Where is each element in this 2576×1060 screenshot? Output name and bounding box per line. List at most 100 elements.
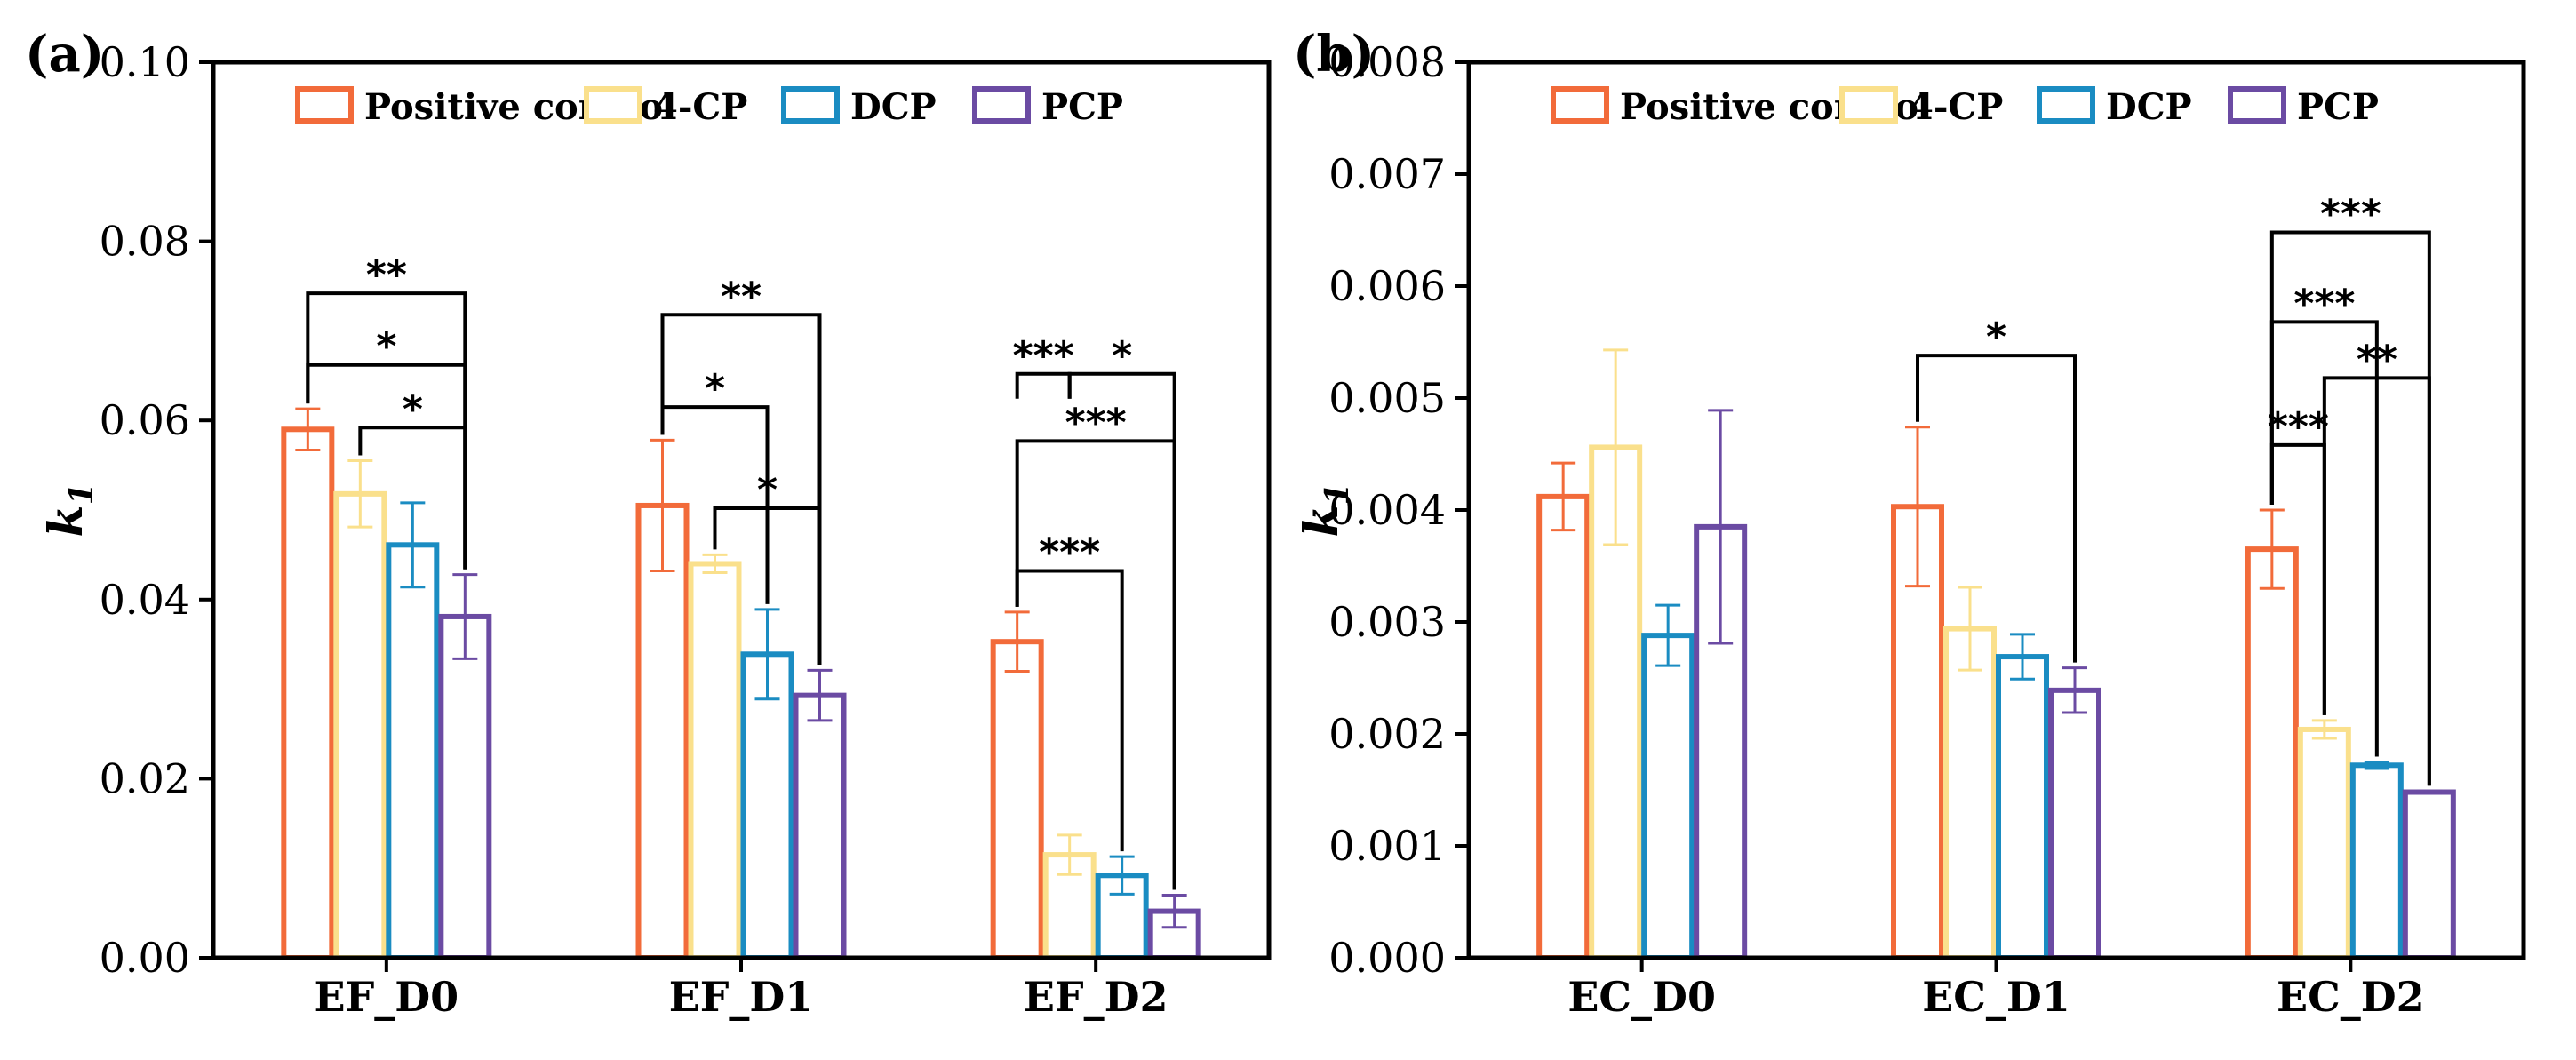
significance-stars: * [705, 366, 725, 411]
bar [1996, 654, 2049, 960]
bar [438, 613, 492, 961]
bar [386, 542, 440, 960]
y-tick-label: 0.005 [1328, 374, 1446, 422]
significance-stars: *** [1013, 333, 1074, 379]
significance-bracket: *** [2269, 281, 2379, 757]
y-axis-label: k1 [39, 482, 100, 537]
x-tick-label: EF_D2 [1024, 973, 1168, 1021]
y-tick-label: 0.000 [1328, 934, 1446, 982]
panel-label: (b) [1293, 25, 1375, 84]
legend-label: DCP [2106, 86, 2192, 128]
bar [281, 426, 335, 960]
x-tick-label: EC_D2 [2277, 973, 2425, 1021]
significance-stars: *** [2320, 192, 2381, 237]
y-tick-label: 0.007 [1328, 150, 1446, 198]
significance-stars: ** [2357, 337, 2397, 382]
bar [2402, 789, 2456, 961]
significance-stars: * [1112, 333, 1132, 379]
bar [333, 490, 387, 960]
chart-panel-1: (a) k1 0.00 0.02 0.04 0.06 0.08 0.10 EF_D0 EF_D1 E… [25, 25, 1272, 1021]
bar [2245, 546, 2299, 960]
legend-item: 4-CP [584, 86, 747, 128]
legend-swatch [1551, 86, 1609, 124]
y-tick-label: 0.003 [1328, 598, 1446, 646]
y-axis-label-subscript: 1 [63, 482, 100, 505]
legend-item: PCP [972, 86, 1123, 128]
y-tick-label: 0.00 [100, 934, 190, 982]
legend-item: DCP [781, 86, 937, 128]
legend-label: PCP [2297, 86, 2379, 128]
y-axis-label-main: k [39, 506, 93, 538]
significance-bracket-line [1015, 439, 1176, 890]
legend-swatch [781, 86, 840, 124]
significance-stars: * [376, 324, 396, 370]
bar [2048, 687, 2101, 960]
significance-stars: *** [2268, 404, 2329, 450]
panel-label: (a) [25, 25, 104, 84]
legend-label: 4-CP [1909, 86, 2003, 128]
legend-swatch [295, 86, 354, 124]
significance-bracket-line [660, 405, 770, 604]
y-tick-label: 0.008 [1328, 38, 1446, 86]
legend-label: 4-CP [653, 86, 747, 128]
y-tick-label: 0.006 [1328, 262, 1446, 310]
x-tick-label: EC_D0 [1567, 973, 1716, 1021]
bar [2297, 726, 2351, 961]
significance-bracket: * [1916, 315, 2077, 663]
x-tick-label: EF_D0 [315, 973, 459, 1021]
legend-swatch [2228, 86, 2286, 124]
significance-bracket-line [713, 506, 822, 665]
y-tick-label: 0.10 [100, 38, 190, 86]
bar [990, 639, 1044, 961]
significance-stars: *** [1039, 530, 1100, 576]
y-tick-label: 0.004 [1328, 486, 1446, 534]
bar [2349, 762, 2404, 961]
significance-bracket-line [1916, 354, 2077, 663]
significance-bracket-line [2269, 442, 2326, 715]
y-tick-label: 0.08 [100, 218, 190, 266]
y-tick-label: 0.001 [1328, 822, 1446, 870]
significance-stars: ** [721, 274, 762, 319]
significance-stars: * [403, 387, 423, 432]
legend-item: PCP [2228, 86, 2379, 128]
y-tick-label: 0.04 [100, 576, 190, 624]
significance-bracket: *** [1015, 400, 1176, 890]
legend-swatch [1839, 86, 1898, 124]
y-axis-label: k1 [1295, 482, 1356, 537]
significance-bracket: *** [1013, 333, 1074, 399]
y-axis-label-main: k [1295, 506, 1349, 538]
y-tick-label: 0.002 [1328, 710, 1446, 758]
significance-bracket-line [1015, 569, 1124, 852]
x-tick-label: EF_D1 [669, 973, 814, 1021]
significance-stars: ** [366, 252, 407, 298]
significance-stars: * [757, 467, 778, 513]
significance-bracket: *** [2268, 404, 2329, 715]
bar [688, 561, 742, 960]
significance-bracket: * [660, 366, 770, 604]
significance-bracket-line [2269, 320, 2379, 757]
significance-bracket: * [358, 387, 467, 570]
significance-stars: * [1986, 315, 2006, 360]
y-tick-label: 0.02 [100, 754, 190, 802]
bar [1641, 633, 1695, 960]
legend-item: 4-CP [1839, 86, 2003, 128]
significance-stars: *** [1065, 400, 1127, 445]
bar [1536, 493, 1591, 960]
x-tick-label: EC_D1 [1922, 973, 2070, 1021]
y-axis-label-subscript: 1 [1319, 482, 1356, 505]
significance-bracket: *** [1015, 530, 1124, 852]
bar [635, 502, 690, 961]
bar [1943, 626, 1997, 960]
legend-swatch [2037, 86, 2095, 124]
axis-frame [1466, 60, 2526, 960]
legend-label: PCP [1041, 86, 1123, 128]
bar [793, 692, 847, 960]
y-tick-label: 0.06 [100, 396, 190, 444]
significance-stars: *** [2293, 281, 2355, 326]
legend-label: DCP [850, 86, 937, 128]
significance-bracket: * [713, 467, 822, 665]
legend-swatch [972, 86, 1031, 124]
